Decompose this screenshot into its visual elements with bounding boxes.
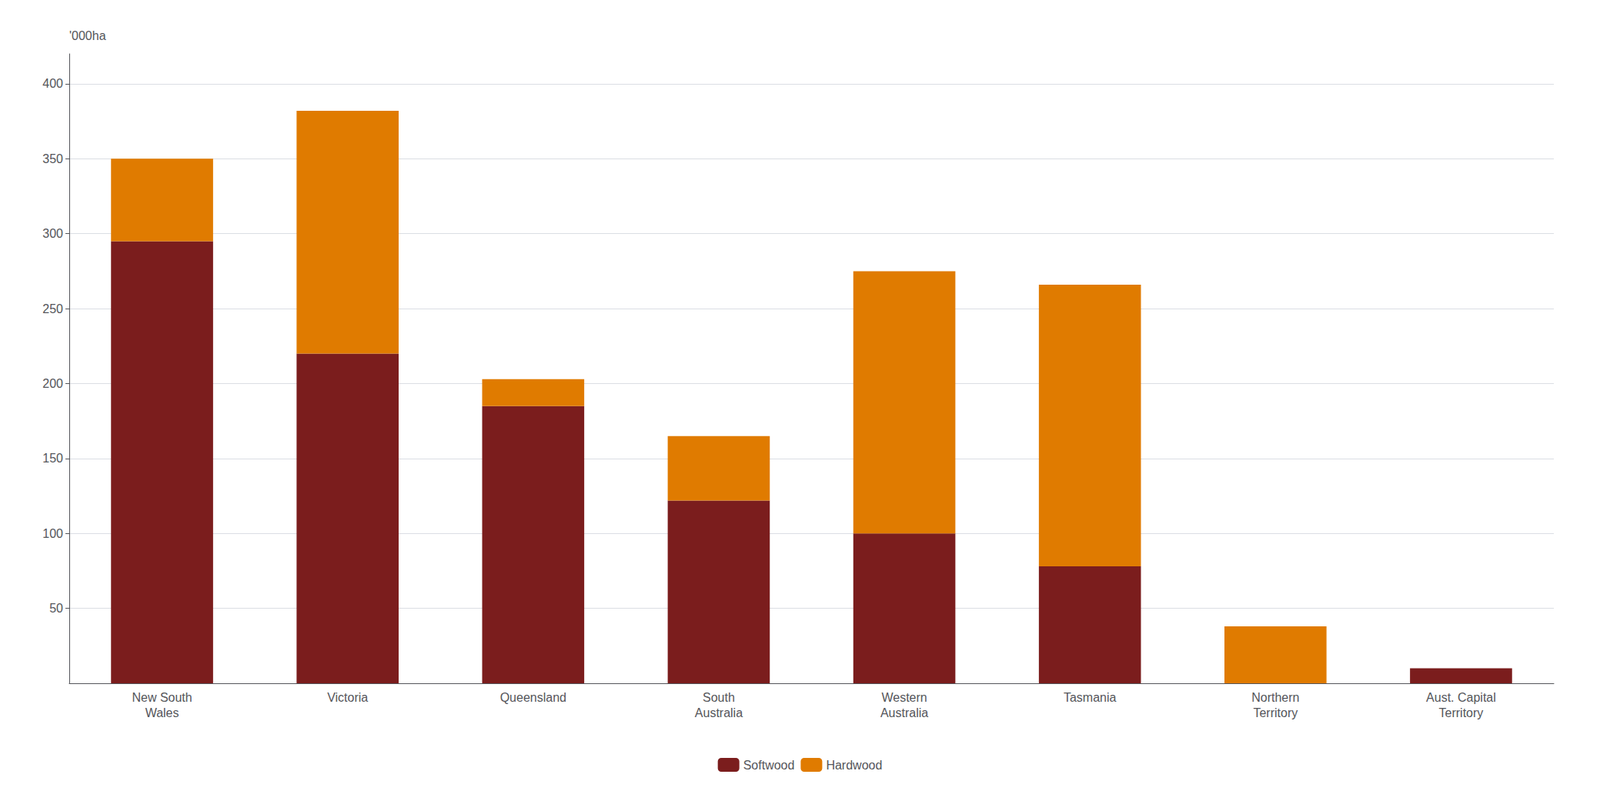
svg-text:Aust. Capital: Aust. Capital — [1426, 691, 1497, 705]
svg-text:New South: New South — [131, 691, 192, 705]
svg-text:Queensland: Queensland — [500, 691, 567, 705]
svg-text:'000ha: '000ha — [69, 29, 107, 43]
svg-text:100: 100 — [42, 527, 64, 541]
svg-text:Tasmania: Tasmania — [1063, 691, 1117, 705]
svg-text:150: 150 — [42, 451, 64, 465]
svg-text:200: 200 — [42, 377, 64, 391]
svg-text:Northern: Northern — [1251, 691, 1300, 705]
svg-text:Australia: Australia — [694, 706, 743, 720]
svg-text:300: 300 — [42, 227, 64, 241]
svg-text:Western: Western — [881, 691, 927, 705]
svg-text:Wales: Wales — [145, 706, 180, 720]
svg-text:50: 50 — [49, 601, 64, 615]
svg-text:South: South — [702, 691, 735, 705]
svg-text:Australia: Australia — [880, 706, 929, 720]
svg-text:400: 400 — [42, 76, 64, 91]
svg-text:250: 250 — [42, 302, 64, 316]
svg-text:Territory: Territory — [1439, 706, 1484, 720]
svg-text:Hardwood: Hardwood — [825, 758, 882, 772]
svg-text:Victoria: Victoria — [327, 691, 368, 705]
svg-text:350: 350 — [42, 152, 64, 166]
svg-text:Territory: Territory — [1252, 706, 1298, 720]
svg-text:Softwood: Softwood — [743, 758, 795, 772]
